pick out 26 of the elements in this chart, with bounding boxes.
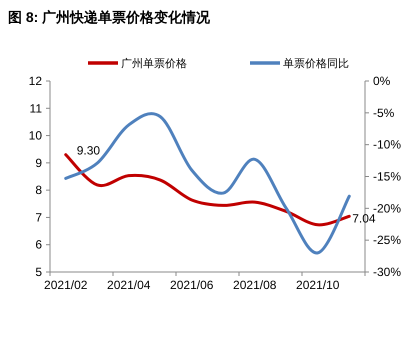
y2-tick-label: -15% <box>373 170 402 184</box>
y2-tick-label: -5% <box>373 106 395 120</box>
x-tick-label: 2021/10 <box>296 278 340 292</box>
x-tick-label: 2021/06 <box>170 278 214 292</box>
y2-tick-label: -10% <box>373 138 402 152</box>
x-tick-label: 2021/04 <box>107 278 151 292</box>
chart-title: 图 8: 广州快递单票价格变化情况 <box>8 9 212 25</box>
y2-tick-label: -20% <box>373 201 402 216</box>
line-series <box>64 153 351 226</box>
y-tick-label: 11 <box>30 101 42 116</box>
y-tick-label: 7 <box>35 210 42 224</box>
legend-label: 单票价格同比 <box>283 57 349 70</box>
x-tick-label: 2021/02 <box>44 278 88 292</box>
y2-tick-label: -30% <box>373 265 402 279</box>
y-tick-label: 10 <box>28 128 42 143</box>
y-tick-label: 12 <box>28 74 42 88</box>
y2-tick-label: 0% <box>373 74 391 88</box>
legend-label: 广州单票价格 <box>121 57 187 70</box>
y-tick-label: 8 <box>35 183 42 198</box>
y-tick-label: 6 <box>35 238 42 252</box>
y-tick-label: 5 <box>35 265 42 279</box>
data-label: 9.30 <box>76 144 100 158</box>
data-label: 7.04 <box>352 211 376 226</box>
y-tick-label: 9 <box>35 156 42 170</box>
x-tick-label: 2021/08 <box>233 278 277 292</box>
y2-tick-label: -25% <box>373 233 402 248</box>
